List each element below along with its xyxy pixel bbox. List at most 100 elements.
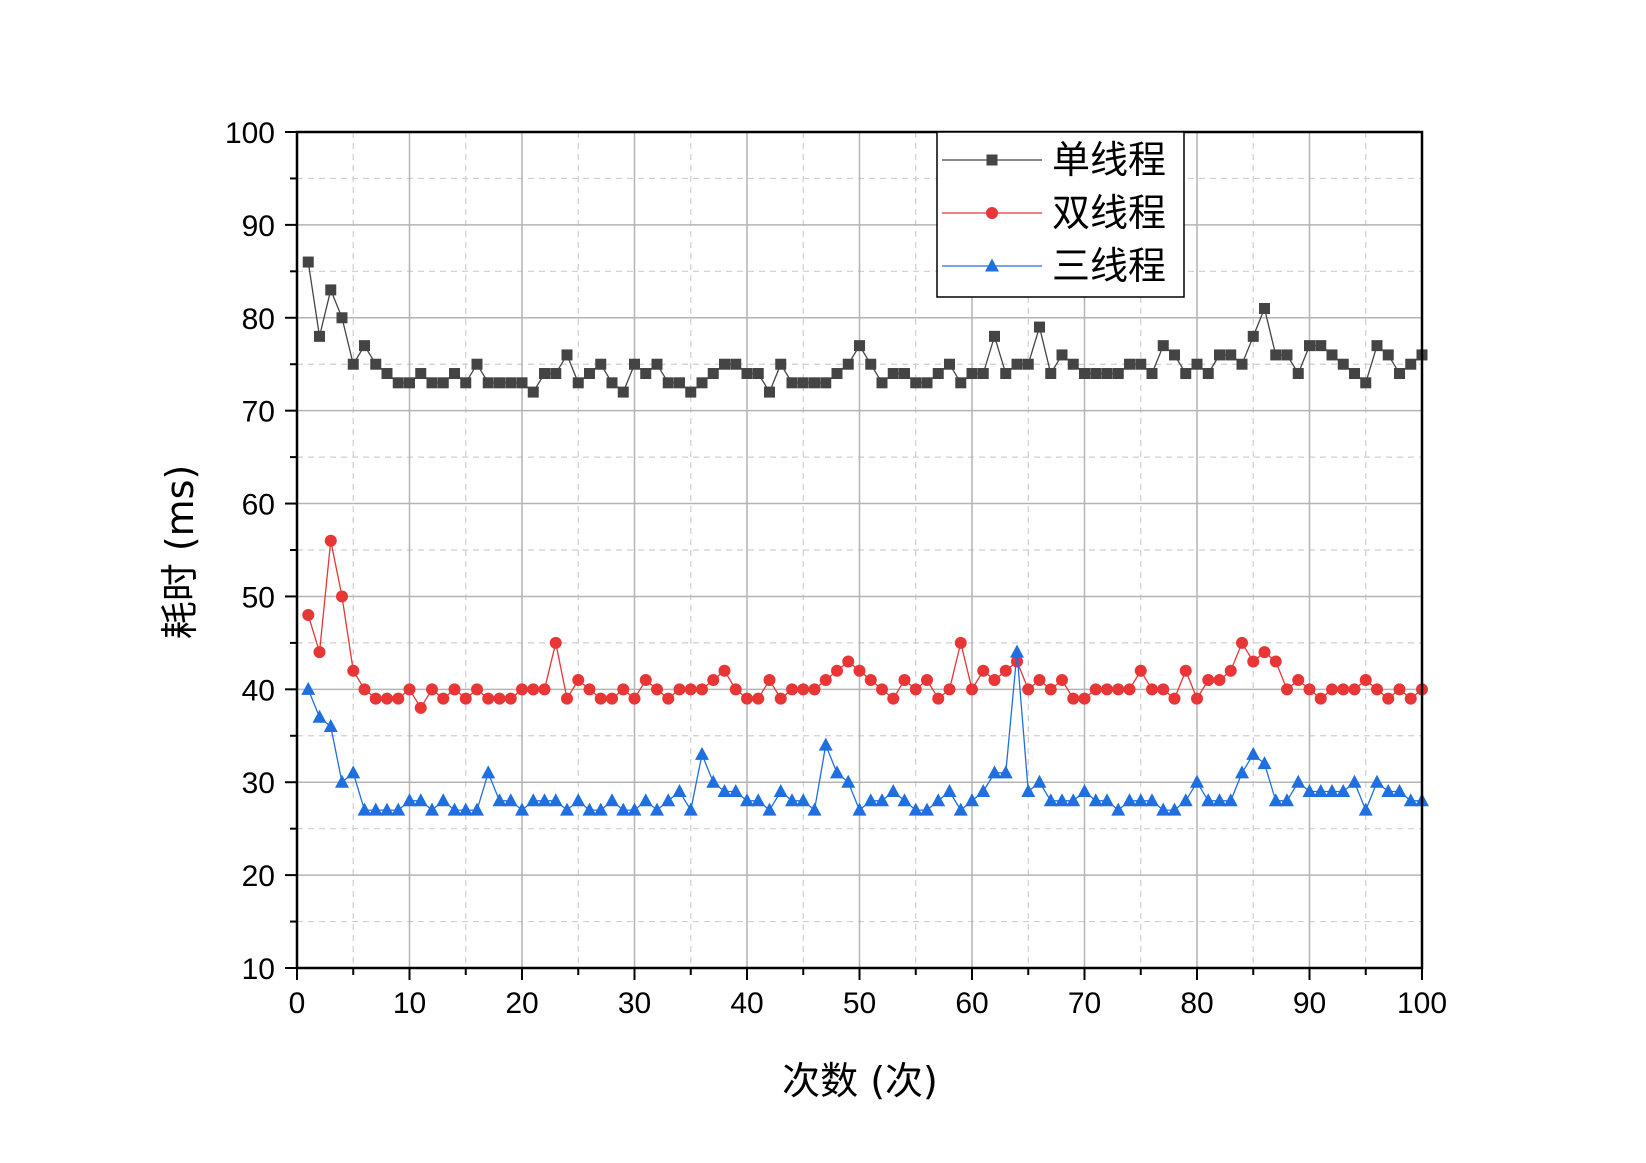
data-point bbox=[1281, 683, 1293, 696]
data-point bbox=[897, 793, 912, 807]
data-point bbox=[516, 377, 528, 389]
data-point bbox=[560, 802, 574, 816]
data-point bbox=[931, 793, 946, 807]
data-point bbox=[909, 683, 922, 696]
data-point bbox=[673, 683, 686, 696]
data-point bbox=[504, 692, 517, 705]
data-point bbox=[1337, 683, 1350, 696]
data-point bbox=[548, 793, 563, 807]
data-point bbox=[537, 793, 552, 807]
data-point bbox=[347, 664, 360, 677]
data-point bbox=[989, 330, 1000, 342]
data-point bbox=[932, 368, 944, 380]
data-point bbox=[876, 377, 888, 389]
data-point bbox=[1033, 674, 1046, 687]
data-point bbox=[965, 793, 979, 807]
data-point bbox=[1067, 358, 1079, 370]
data-point bbox=[470, 802, 484, 816]
data-point bbox=[1056, 349, 1068, 361]
data-point bbox=[449, 368, 460, 380]
data-point bbox=[471, 683, 483, 696]
data-point bbox=[1145, 793, 1159, 807]
x-axis-title: 次数 (次) bbox=[782, 1059, 938, 1103]
data-point bbox=[370, 358, 382, 370]
data-point bbox=[359, 340, 370, 352]
data-point bbox=[482, 377, 494, 389]
data-point bbox=[335, 774, 349, 788]
data-point bbox=[1011, 358, 1023, 370]
data-point bbox=[571, 793, 586, 807]
data-point bbox=[392, 377, 404, 389]
data-point bbox=[807, 802, 822, 816]
data-point bbox=[1224, 664, 1237, 677]
data-point bbox=[369, 692, 382, 705]
y-tick-label: 70 bbox=[242, 396, 275, 429]
data-point bbox=[336, 590, 348, 603]
data-point bbox=[1179, 664, 1192, 677]
data-point bbox=[336, 312, 348, 324]
data-point bbox=[943, 683, 956, 696]
data-point bbox=[910, 377, 922, 389]
series-2 bbox=[302, 534, 1428, 714]
data-point bbox=[550, 368, 562, 380]
data-point bbox=[1021, 784, 1036, 798]
data-point bbox=[773, 784, 788, 798]
data-point bbox=[1394, 368, 1405, 380]
data-point bbox=[831, 664, 843, 677]
data-point bbox=[425, 802, 439, 816]
data-point bbox=[1349, 368, 1360, 380]
data-point bbox=[1156, 802, 1171, 816]
data-point bbox=[1382, 349, 1394, 361]
series-3 bbox=[301, 644, 1429, 816]
data-point bbox=[1225, 349, 1237, 361]
y-tick-label: 60 bbox=[242, 489, 275, 522]
data-point bbox=[853, 664, 866, 677]
legend-entry-2: 双线程 bbox=[942, 191, 1166, 235]
data-point bbox=[1111, 802, 1126, 816]
legend-label: 双线程 bbox=[1052, 191, 1166, 235]
data-point bbox=[921, 674, 933, 687]
data-point bbox=[1336, 784, 1351, 798]
data-point bbox=[1257, 756, 1272, 770]
data-point bbox=[1358, 802, 1373, 816]
data-point bbox=[809, 377, 820, 389]
data-point bbox=[797, 683, 810, 696]
data-point bbox=[606, 377, 618, 389]
data-point bbox=[718, 664, 731, 677]
data-point bbox=[863, 793, 878, 807]
data-point bbox=[629, 358, 640, 370]
data-point bbox=[1169, 349, 1180, 361]
data-point bbox=[730, 358, 742, 370]
data-point bbox=[392, 692, 405, 705]
data-point bbox=[977, 368, 989, 380]
data-point bbox=[662, 377, 674, 389]
data-point bbox=[1326, 349, 1338, 361]
data-point bbox=[830, 765, 844, 779]
data-point bbox=[561, 349, 573, 361]
data-point bbox=[808, 683, 821, 696]
legend-entry-1: 单线程 bbox=[942, 138, 1166, 182]
data-point bbox=[1044, 683, 1057, 696]
y-tick-label: 10 bbox=[242, 953, 275, 986]
data-point bbox=[606, 692, 618, 705]
y-tick-label: 80 bbox=[242, 303, 275, 336]
data-point bbox=[1303, 683, 1316, 696]
x-tick-label: 90 bbox=[1293, 987, 1326, 1020]
data-point bbox=[674, 377, 685, 389]
data-point bbox=[638, 793, 653, 807]
data-point bbox=[1314, 692, 1327, 705]
data-point bbox=[1000, 368, 1012, 380]
data-point bbox=[763, 674, 776, 687]
x-tick-label: 0 bbox=[289, 987, 306, 1020]
data-point bbox=[1326, 683, 1338, 696]
data-point bbox=[1067, 692, 1080, 705]
data-point bbox=[1269, 655, 1282, 668]
data-point bbox=[908, 802, 923, 816]
data-point bbox=[1191, 692, 1203, 705]
legend-label: 三线程 bbox=[1052, 244, 1166, 288]
data-point bbox=[572, 674, 585, 687]
data-point bbox=[966, 368, 978, 380]
data-point bbox=[719, 358, 730, 370]
data-point bbox=[572, 377, 584, 389]
